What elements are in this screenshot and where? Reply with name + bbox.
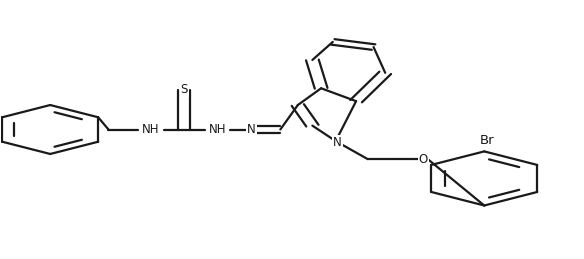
Text: O: O — [419, 153, 427, 166]
Text: Br: Br — [480, 134, 495, 147]
Text: NH: NH — [142, 123, 160, 136]
Text: N: N — [333, 136, 342, 149]
Text: S: S — [180, 83, 188, 96]
Text: N: N — [247, 123, 256, 136]
Text: NH: NH — [208, 123, 226, 136]
